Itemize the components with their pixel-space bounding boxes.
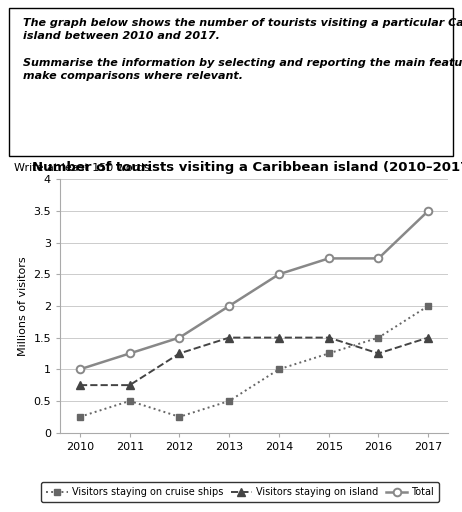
Text: The graph below shows the number of tourists visiting a particular Caribbean
isl: The graph below shows the number of tour…: [23, 18, 462, 81]
Y-axis label: Millions of visitors: Millions of visitors: [18, 256, 28, 356]
Title: Number of tourists visiting a Caribbean island (2010–2017): Number of tourists visiting a Caribbean …: [32, 161, 462, 174]
Legend: Visitors staying on cruise ships, Visitors staying on island, Total: Visitors staying on cruise ships, Visito…: [42, 482, 439, 502]
Text: Write at least 150 words.: Write at least 150 words.: [14, 163, 153, 173]
FancyBboxPatch shape: [9, 8, 453, 156]
